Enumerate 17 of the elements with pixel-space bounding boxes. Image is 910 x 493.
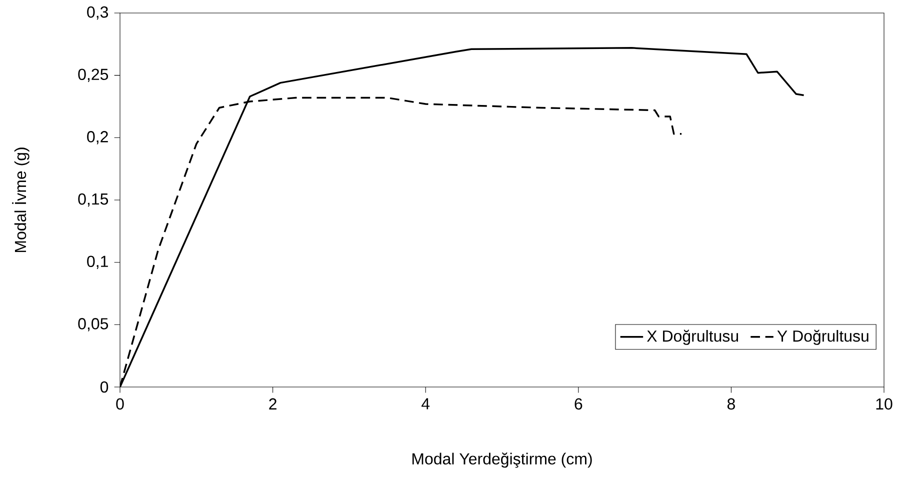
x-tick-label: 4 [422, 398, 430, 410]
x-tick-label: 2 [269, 398, 276, 410]
y-tick-label: 0,25 [78, 68, 108, 82]
x-tick-label: 0 [116, 398, 124, 410]
y-tick-label: 0 [100, 381, 108, 393]
x-tick-label: 10 [876, 398, 892, 410]
x-tick-label: 6 [574, 398, 582, 410]
y-tick-label: 0,1 [87, 256, 108, 269]
y-tick-label: 0,15 [78, 193, 108, 207]
y-tick-label: 0,2 [87, 131, 108, 144]
y-tick-label: 0,05 [78, 318, 108, 332]
y-axis-title: Modal İvme (g) [12, 148, 30, 252]
x-axis-title: Modal Yerdeğiştirme (cm) [412, 452, 592, 468]
y-tick-label: 0,3 [87, 6, 108, 20]
legend-label: Y Doğrultusu [777, 330, 868, 345]
legend-label: X Doğrultusu [646, 330, 738, 345]
x-tick-label: 8 [727, 398, 735, 410]
